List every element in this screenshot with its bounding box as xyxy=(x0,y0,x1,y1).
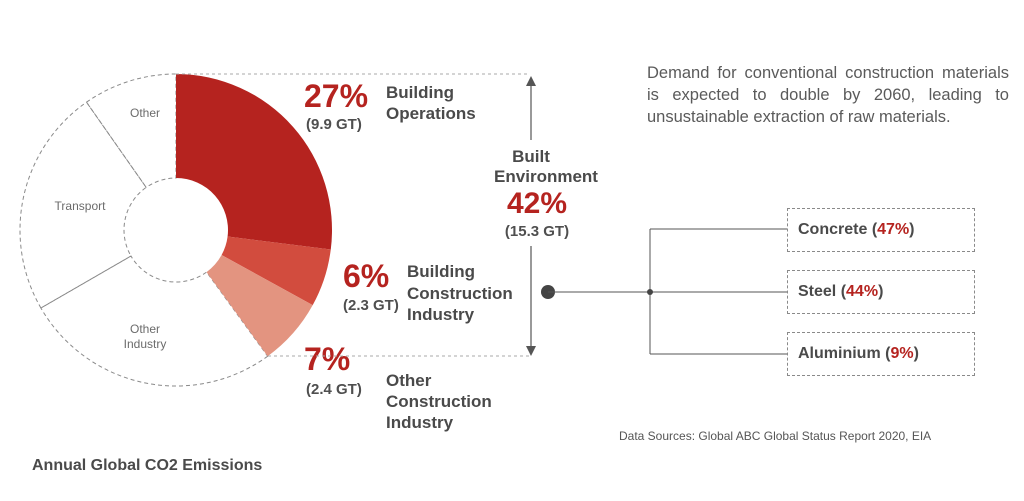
building-operations-label-2: Operations xyxy=(386,104,476,123)
paren-close: ) xyxy=(913,345,919,362)
building-operations-percent: 27% xyxy=(304,78,368,114)
building-construction-label-2: Construction xyxy=(407,284,513,303)
material-share: 44% xyxy=(846,283,879,300)
other-construction-percent: 7% xyxy=(304,341,350,377)
materials-connector xyxy=(541,228,787,355)
donut-segment-building-operations xyxy=(176,74,333,250)
paren-open: ( xyxy=(840,283,847,300)
built-environment-label-2: Environment xyxy=(494,167,598,186)
material-name: Concrete xyxy=(798,221,868,238)
donut-segment-other xyxy=(85,73,177,189)
material-box-aluminium: Aluminium (9%) xyxy=(787,332,975,376)
other-construction-label-1: Other xyxy=(386,371,432,390)
paren-close: ) xyxy=(878,283,884,300)
material-box-steel: Steel (44%) xyxy=(787,270,975,314)
paren-close: ) xyxy=(909,221,915,238)
segment-label-other-industry-2: Industry xyxy=(124,337,167,351)
building-construction-label-3: Industry xyxy=(407,305,475,324)
material-share: 47% xyxy=(877,221,910,238)
donut-chart xyxy=(19,73,333,387)
material-name: Steel xyxy=(798,283,837,300)
segment-label-other-industry-1: Other xyxy=(130,322,160,336)
donut-segment-building-construction xyxy=(221,236,331,306)
built-environment-bracket xyxy=(176,73,536,357)
material-name: Aluminium xyxy=(798,345,881,362)
donut-segment-other-construction xyxy=(206,255,313,357)
built-environment-amount: (15.3 GT) xyxy=(505,223,569,240)
other-construction-label-3: Industry xyxy=(386,413,454,432)
material-share: 9% xyxy=(890,345,914,362)
other-construction-amount: (2.4 GT) xyxy=(306,381,362,398)
paren-open: ( xyxy=(885,345,891,362)
building-construction-amount: (2.3 GT) xyxy=(343,297,399,314)
material-box-concrete: Concrete (47%) xyxy=(787,208,975,252)
paren-open: ( xyxy=(871,221,878,238)
chart-title: Annual Global CO2 Emissions xyxy=(32,457,262,474)
other-construction-label-2: Construction xyxy=(386,392,492,411)
donut-segment-other-industry xyxy=(40,255,269,387)
building-construction-label-1: Building xyxy=(407,262,475,281)
data-source: Data Sources: Global ABC Global Status R… xyxy=(619,429,931,443)
segment-label-transport: Transport xyxy=(55,199,107,213)
building-construction-percent: 6% xyxy=(343,258,389,294)
built-environment-label-1: Built xyxy=(512,147,550,166)
description-text: Demand for conventional construction mat… xyxy=(647,64,1009,126)
built-environment-percent: 42% xyxy=(507,187,567,220)
building-operations-amount: (9.9 GT) xyxy=(306,116,362,133)
segment-label-other: Other xyxy=(130,106,160,120)
building-operations-label-1: Building xyxy=(386,83,454,102)
